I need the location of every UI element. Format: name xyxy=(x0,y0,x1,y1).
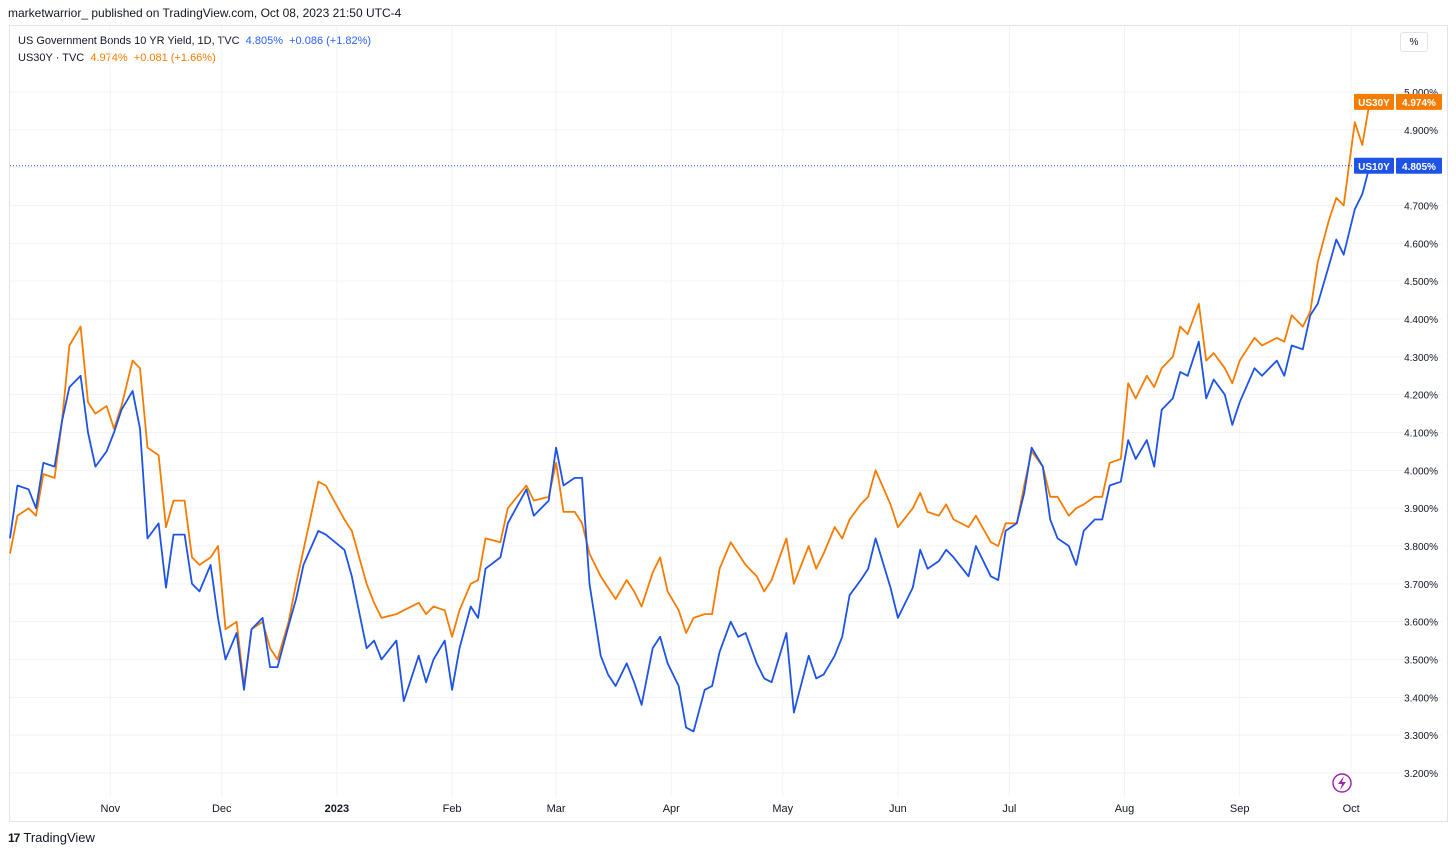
x-tick-label: Aug xyxy=(1115,803,1135,815)
y-tick-label: 4.600% xyxy=(1404,239,1438,250)
x-tick-label: May xyxy=(772,803,793,815)
series-lines xyxy=(9,101,1396,733)
flag-value-label: 4.805% xyxy=(1402,162,1436,173)
legend-row-us30y: US30Y · TVC 4.974% +0.081 (+1.66%) xyxy=(18,50,371,67)
footer-brand: TradingView xyxy=(23,830,95,845)
y-tick-label: 4.700% xyxy=(1404,202,1438,213)
y-tick-label: 3.600% xyxy=(1404,618,1438,629)
y-tick-label: 4.400% xyxy=(1404,315,1438,326)
x-tick-label: Sep xyxy=(1230,803,1250,815)
legend-us10y-change: +0.086 (+1.82%) xyxy=(289,35,372,47)
y-tick-label: 5.000% xyxy=(1404,88,1438,99)
y-axis: 3.200% 3.300% 3.400% 3.500% 3.600% 3.700% 3.80… xyxy=(1404,88,1438,780)
y-tick-label: 4.000% xyxy=(1404,466,1438,477)
x-tick-label: Oct xyxy=(1343,803,1360,815)
x-axis: Nov Dec 2023 Feb Mar Apr May Jun Jul Aug Sep Oct xyxy=(101,803,1360,815)
y-tick-label: 4.500% xyxy=(1404,277,1438,288)
flag-value-label: 4.974% xyxy=(1402,98,1436,109)
y-tick-label: 4.100% xyxy=(1404,429,1438,440)
legend-us30y-name: US30Y · TVC xyxy=(18,52,85,64)
x-tick-label: Apr xyxy=(663,803,680,815)
series-line-us10y xyxy=(9,165,1371,733)
y-tick-label: 3.800% xyxy=(1404,542,1438,553)
y-tick-label: 4.300% xyxy=(1404,353,1438,364)
y-tick-label: 3.700% xyxy=(1404,580,1438,591)
x-tick-label: Mar xyxy=(547,803,566,815)
x-tick-label: Jul xyxy=(1002,803,1016,815)
legend-us10y-name: US Government Bonds 10 YR Yield, 1D, TVC xyxy=(18,35,240,47)
legend: US Government Bonds 10 YR Yield, 1D, TVC… xyxy=(18,33,371,67)
flag-symbol-label: US10Y xyxy=(1358,162,1390,173)
legend-us30y-value: 4.974% xyxy=(90,52,128,64)
x-tick-label: Dec xyxy=(212,803,232,815)
x-tick-label: Feb xyxy=(443,803,462,815)
y-tick-label: 4.200% xyxy=(1404,391,1438,402)
y-tick-label: 3.500% xyxy=(1404,656,1438,667)
y-tick-label: 3.200% xyxy=(1404,769,1438,780)
tradingview-logo-icon: 17 xyxy=(8,830,20,845)
lightning-icon[interactable] xyxy=(1332,773,1352,793)
y-tick-label: 3.300% xyxy=(1404,731,1438,742)
series-line-us30y xyxy=(9,101,1371,687)
percent-scale-button[interactable]: % xyxy=(1400,32,1428,52)
y-tick-label: 3.900% xyxy=(1404,504,1438,515)
flag-symbol-label: US30Y xyxy=(1358,98,1390,109)
publisher-line: marketwarrior_ published on TradingView.… xyxy=(8,6,402,20)
last-value-flag-us30y: US30Y 4.974% xyxy=(1354,93,1442,110)
y-tick-label: 4.900% xyxy=(1404,126,1438,137)
x-tick-label: Nov xyxy=(101,803,121,815)
legend-us10y-value: 4.805% xyxy=(245,35,283,47)
y-tick-label: 3.400% xyxy=(1404,693,1438,704)
last-value-flags: US10Y 4.805% US30Y 4.974% xyxy=(1354,93,1442,174)
chart-frame xyxy=(9,25,1448,822)
legend-us30y-change: +0.081 (+1.66%) xyxy=(133,52,216,64)
x-tick-label: Jun xyxy=(889,803,907,815)
legend-row-us10y: US Government Bonds 10 YR Yield, 1D, TVC… xyxy=(18,33,371,50)
x-tick-label: 2023 xyxy=(325,803,349,815)
chart-grid xyxy=(10,26,1442,796)
footer: 17 TradingView xyxy=(8,830,95,845)
last-value-flag-us10y: US10Y 4.805% xyxy=(1354,157,1442,174)
